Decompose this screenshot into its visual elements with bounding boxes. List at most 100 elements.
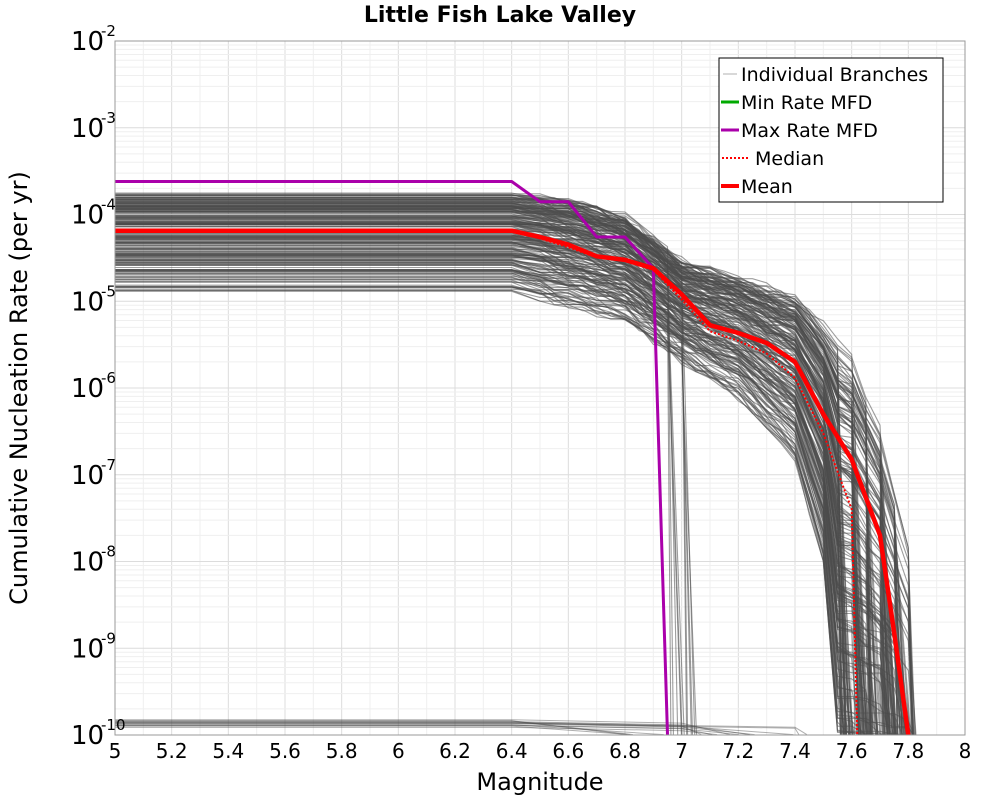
branch-line xyxy=(115,223,891,736)
branch-line xyxy=(115,253,897,736)
branch-line xyxy=(115,719,730,736)
y-tick-exponent: -4 xyxy=(101,196,116,214)
branch-line xyxy=(115,270,694,736)
x-tick-label: 7.6 xyxy=(836,739,868,763)
y-tick-exponent: -8 xyxy=(101,543,116,561)
branch-line xyxy=(115,286,883,736)
branch-line xyxy=(115,207,895,736)
x-tick-label: 7.2 xyxy=(722,739,754,763)
branch-line xyxy=(115,202,898,736)
y-tick-label: 10 xyxy=(71,114,104,144)
branch-line xyxy=(115,725,739,736)
branch-line xyxy=(115,200,896,736)
x-tick-label: 6.2 xyxy=(439,739,471,763)
branch-line xyxy=(115,202,889,736)
branch-line xyxy=(115,197,850,736)
y-tick-exponent: -3 xyxy=(101,109,116,127)
branch-line xyxy=(115,262,672,736)
branch-line xyxy=(115,269,893,736)
x-tick-label: 6.6 xyxy=(552,739,584,763)
branch-line xyxy=(115,726,718,736)
branch-line xyxy=(115,256,862,736)
branch-line xyxy=(115,721,750,736)
branch-line xyxy=(115,281,904,736)
y-axis-label: Cumulative Nucleation Rate (per yr) xyxy=(5,171,33,605)
y-tick-label: 10 xyxy=(71,287,104,317)
branch-line xyxy=(115,272,692,736)
x-tick-label: 5.6 xyxy=(269,739,301,763)
branch-line xyxy=(115,724,664,736)
x-axis-ticks: 5 5.2 5.4 5.6 5.8 6 6.2 6.4 6.6 6.8 7 7.2 7.4 7.6 7.8 8 xyxy=(109,739,972,763)
branch-line xyxy=(115,722,800,735)
y-tick-exponent: -6 xyxy=(101,369,116,387)
branch-line xyxy=(115,256,867,736)
branch-line xyxy=(115,281,847,736)
x-tick-label: 5.8 xyxy=(326,739,358,763)
mean-line xyxy=(115,228,911,736)
branch-line xyxy=(115,722,794,736)
y-tick-label: 10 xyxy=(71,201,104,231)
branch-line xyxy=(115,721,808,736)
y-tick-exponent: -2 xyxy=(101,22,116,40)
x-tick-label: 7 xyxy=(675,739,688,763)
y-tick-label: 10 xyxy=(71,634,104,664)
branch-line xyxy=(115,259,907,736)
median-line xyxy=(115,229,859,736)
branch-line xyxy=(115,259,851,736)
summary-series xyxy=(115,180,911,736)
branch-line xyxy=(115,722,702,736)
branch-line xyxy=(115,276,870,736)
branch-line xyxy=(115,217,891,736)
chart-title: Little Fish Lake Valley xyxy=(364,3,636,28)
branch-line xyxy=(115,259,905,736)
branch-line xyxy=(115,723,755,736)
branch-line xyxy=(115,725,631,736)
branch-line xyxy=(115,264,902,736)
x-tick-label: 5 xyxy=(109,739,122,763)
y-tick-exponent: -5 xyxy=(101,282,116,300)
legend-label-branches: Individual Branches xyxy=(741,64,928,86)
y-tick-label: 10 xyxy=(71,27,104,57)
legend-label-max-rate: Max Rate MFD xyxy=(741,120,878,142)
branch-line xyxy=(115,724,713,736)
legend-label-min-rate: Min Rate MFD xyxy=(741,92,872,114)
branch-line xyxy=(115,207,903,736)
branch-line xyxy=(115,222,867,736)
branch-line xyxy=(115,205,858,736)
legend-label-median: Median xyxy=(755,148,824,170)
branch-line xyxy=(115,192,867,736)
y-tick-label: 10 xyxy=(71,548,104,578)
legend: Individual Branches Min Rate MFD Max Rat… xyxy=(718,57,944,203)
legend-label-mean: Mean xyxy=(741,176,793,198)
x-tick-label: 5.2 xyxy=(156,739,188,763)
branch-line xyxy=(115,247,897,736)
x-axis-label: Magnitude xyxy=(476,768,603,796)
branch-line xyxy=(115,211,864,736)
branch-line xyxy=(115,223,878,736)
x-tick-label: 7.8 xyxy=(892,739,924,763)
plot-frame xyxy=(114,40,966,736)
max-rate-line xyxy=(115,180,669,736)
branch-line xyxy=(115,202,886,736)
y-tick-exponent: -10 xyxy=(101,716,126,734)
x-tick-label: 6.8 xyxy=(609,739,641,763)
y-tick-exponent: -7 xyxy=(101,456,116,474)
y-tick-label: 10 xyxy=(71,374,104,404)
branch-line xyxy=(115,254,899,736)
branch-line xyxy=(115,289,867,736)
branch-line xyxy=(115,720,633,736)
individual-branches xyxy=(115,192,917,736)
branch-line xyxy=(115,204,891,736)
branch-line xyxy=(115,196,897,736)
x-tick-label: 5.4 xyxy=(212,739,244,763)
branch-line xyxy=(115,241,895,736)
y-tick-exponent: -9 xyxy=(101,629,116,647)
y-tick-label: 10 xyxy=(71,461,104,491)
x-tick-label: 6.4 xyxy=(496,739,528,763)
branch-line xyxy=(115,202,908,736)
branch-line xyxy=(115,220,897,736)
x-tick-label: 8 xyxy=(959,739,972,763)
branch-line xyxy=(115,720,628,736)
